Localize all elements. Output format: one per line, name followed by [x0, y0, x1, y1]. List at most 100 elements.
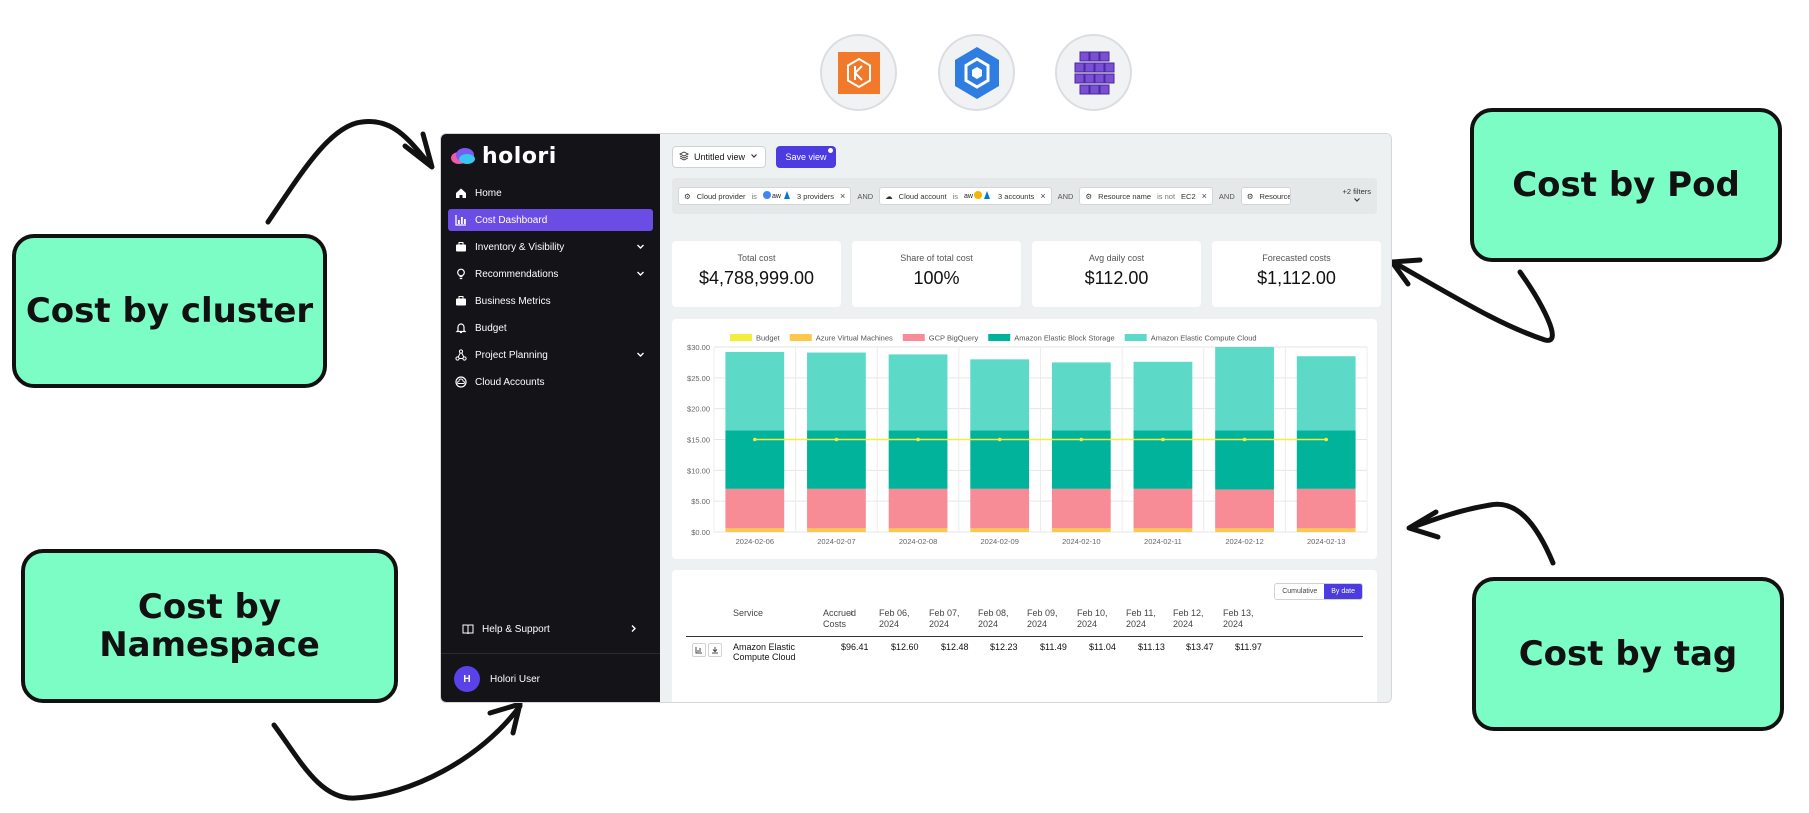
- home-icon: [454, 187, 467, 200]
- sidebar-item-home[interactable]: Home: [448, 182, 653, 204]
- sidebar-item-cloud-accounts[interactable]: Cloud Accounts: [448, 371, 653, 393]
- column-header-date[interactable]: Feb 08, 2024: [978, 608, 1009, 629]
- column-header-date[interactable]: Feb 06, 2024: [879, 608, 910, 629]
- column-header-date[interactable]: Feb 12, 2024: [1173, 608, 1204, 629]
- sidebar-item-label: Home: [475, 187, 502, 199]
- arrow-tag: [1407, 501, 1556, 566]
- kpi-value: 100%: [913, 268, 960, 288]
- legend-label: Budget: [756, 334, 781, 343]
- toolbar: Untitled view Save view: [672, 146, 836, 168]
- settings-icon: ⚙: [1246, 191, 1254, 201]
- kpi-value: $112.00: [1084, 268, 1149, 288]
- toggle-by-date[interactable]: By date: [1324, 584, 1362, 599]
- kpi-row: Total cost $4,788,999.00 Share of total …: [672, 241, 1381, 307]
- chevron-down-icon: [750, 152, 758, 162]
- help-label: Help & Support: [482, 623, 550, 635]
- kpi-share-of-total: Share of total cost 100%: [852, 241, 1021, 307]
- view-select[interactable]: Untitled view: [672, 146, 766, 168]
- remove-filter-icon[interactable]: ×: [1201, 191, 1207, 201]
- y-tick-label: $5.00: [691, 497, 710, 506]
- chart-row-icon[interactable]: [692, 643, 706, 657]
- bar-segment: [888, 488, 948, 529]
- kpi-forecasted-costs: Forecasted costs $1,112.00: [1212, 241, 1381, 307]
- sidebar-item-recommendations[interactable]: Recommendations: [448, 263, 653, 285]
- kpi-avg-daily-cost: Avg daily cost $112.00: [1032, 241, 1201, 307]
- arrow-pod: [1390, 259, 1555, 343]
- callout-text: Cost by tag: [1518, 634, 1738, 674]
- chevron-down-icon[interactable]: [636, 350, 645, 362]
- more-filters-label: +2 filters: [1342, 186, 1371, 196]
- column-header-date[interactable]: Feb 09, 2024: [1027, 608, 1058, 629]
- cell-accrued: $96.41: [841, 642, 869, 652]
- budget-point: [1161, 437, 1165, 442]
- column-header-accrued[interactable]: Accrued Costs: [823, 608, 863, 630]
- column-header-date[interactable]: Feb 13, 2024: [1223, 608, 1254, 629]
- column-header-date[interactable]: Feb 11, 2024: [1126, 608, 1156, 629]
- svg-text:aw: aw: [964, 193, 974, 200]
- download-icon[interactable]: [708, 643, 722, 657]
- provider-logos-icon: aw: [964, 190, 992, 202]
- chevron-down-icon[interactable]: [636, 269, 645, 281]
- column-header-service[interactable]: Service: [733, 608, 764, 618]
- lightbulb-icon: [454, 268, 467, 281]
- chart-svg: $0.00 $5.00 $10.00 $15.00 $20.00 $25.00 $30.00…: [687, 334, 1368, 546]
- column-header-label: Accrued Costs: [823, 608, 857, 629]
- cloud-icon: [454, 376, 467, 389]
- cell-value: $11.49: [1040, 642, 1067, 652]
- x-tick-label: 2024-02-11: [1144, 537, 1182, 546]
- sidebar-item-inventory[interactable]: Inventory & Visibility: [448, 236, 653, 258]
- sort-arrow-icon[interactable]: ↓: [849, 607, 854, 617]
- chevron-down-icon[interactable]: [636, 242, 645, 254]
- filter-value: 3 accounts: [998, 191, 1035, 201]
- sidebar: holori Home Cost Dashboard Inventory & V…: [441, 134, 660, 702]
- cell-service: Amazon Elastic Compute Cloud: [733, 642, 796, 662]
- arrow-namespace-head: [487, 701, 523, 736]
- save-view-button[interactable]: Save view: [776, 146, 836, 168]
- chevron-down-icon: [1353, 196, 1361, 206]
- bell-icon: [454, 322, 467, 335]
- callout-text: Cost by Pod: [1512, 165, 1740, 205]
- filter-chip-cloud-provider[interactable]: ⚙ Cloud provider is aw 3 providers ×: [678, 187, 852, 205]
- filter-chip-resource-name[interactable]: ⚙ Resource name is not EC2 ×: [1079, 187, 1213, 205]
- brand[interactable]: holori: [441, 134, 660, 178]
- toggle-cumulative[interactable]: Cumulative: [1282, 588, 1318, 595]
- bar-segment: [970, 528, 1030, 532]
- notification-dot: [828, 148, 833, 153]
- holori-logo-icon: [451, 148, 475, 164]
- remove-filter-icon[interactable]: ×: [840, 191, 846, 201]
- app-window: holori Home Cost Dashboard Inventory & V…: [440, 133, 1392, 703]
- filter-bar: ⚙ Cloud provider is aw 3 providers × AND…: [672, 178, 1377, 214]
- save-view-label: Save view: [785, 152, 827, 162]
- sidebar-item-project-planning[interactable]: Project Planning: [448, 344, 653, 366]
- filter-field: Resource: [1259, 191, 1291, 201]
- kpi-value: $4,788,999.00: [698, 268, 815, 288]
- remove-filter-icon[interactable]: ×: [1040, 191, 1046, 201]
- callout-text: Cost by cluster: [25, 291, 314, 331]
- x-tick-label: 2024-02-06: [736, 537, 774, 546]
- callout-cost-by-pod: Cost by Pod: [1470, 108, 1782, 262]
- column-header-date[interactable]: Feb 07, 2024: [929, 608, 960, 629]
- brand-name: holori: [482, 143, 557, 169]
- user-menu[interactable]: H Holori User: [441, 653, 660, 702]
- svg-text:aw: aw: [772, 193, 782, 200]
- arrow-tag-head: [1406, 509, 1441, 540]
- y-tick-label: $30.00: [687, 343, 710, 352]
- sidebar-item-business-metrics[interactable]: Business Metrics: [448, 290, 653, 312]
- more-filters-button[interactable]: +2 filters: [1342, 187, 1377, 206]
- help-support[interactable]: Help & Support: [455, 618, 646, 640]
- sidebar-item-label: Recommendations: [475, 268, 559, 280]
- avatar: H: [454, 666, 480, 692]
- sidebar-item-cost-dashboard[interactable]: Cost Dashboard: [448, 209, 653, 231]
- sidebar-item-budget[interactable]: Budget: [448, 317, 653, 339]
- aws-eks-icon: [820, 34, 897, 111]
- filter-chip-resource[interactable]: ⚙ Resource: [1240, 187, 1291, 205]
- arrow-namespace: [271, 703, 523, 801]
- x-tick-label: 2024-02-12: [1225, 537, 1263, 546]
- bar-segment: [1296, 528, 1356, 532]
- column-header-date[interactable]: Feb 10, 2024: [1077, 608, 1108, 629]
- filter-chip-cloud-account[interactable]: ☁ Cloud account is aw 3 accounts ×: [879, 187, 1052, 205]
- budget-point: [997, 437, 1002, 442]
- filter-value: EC2: [1181, 191, 1196, 201]
- callout-cost-by-namespace: Cost by Namespace: [21, 549, 398, 703]
- filter-and: AND: [1218, 191, 1235, 201]
